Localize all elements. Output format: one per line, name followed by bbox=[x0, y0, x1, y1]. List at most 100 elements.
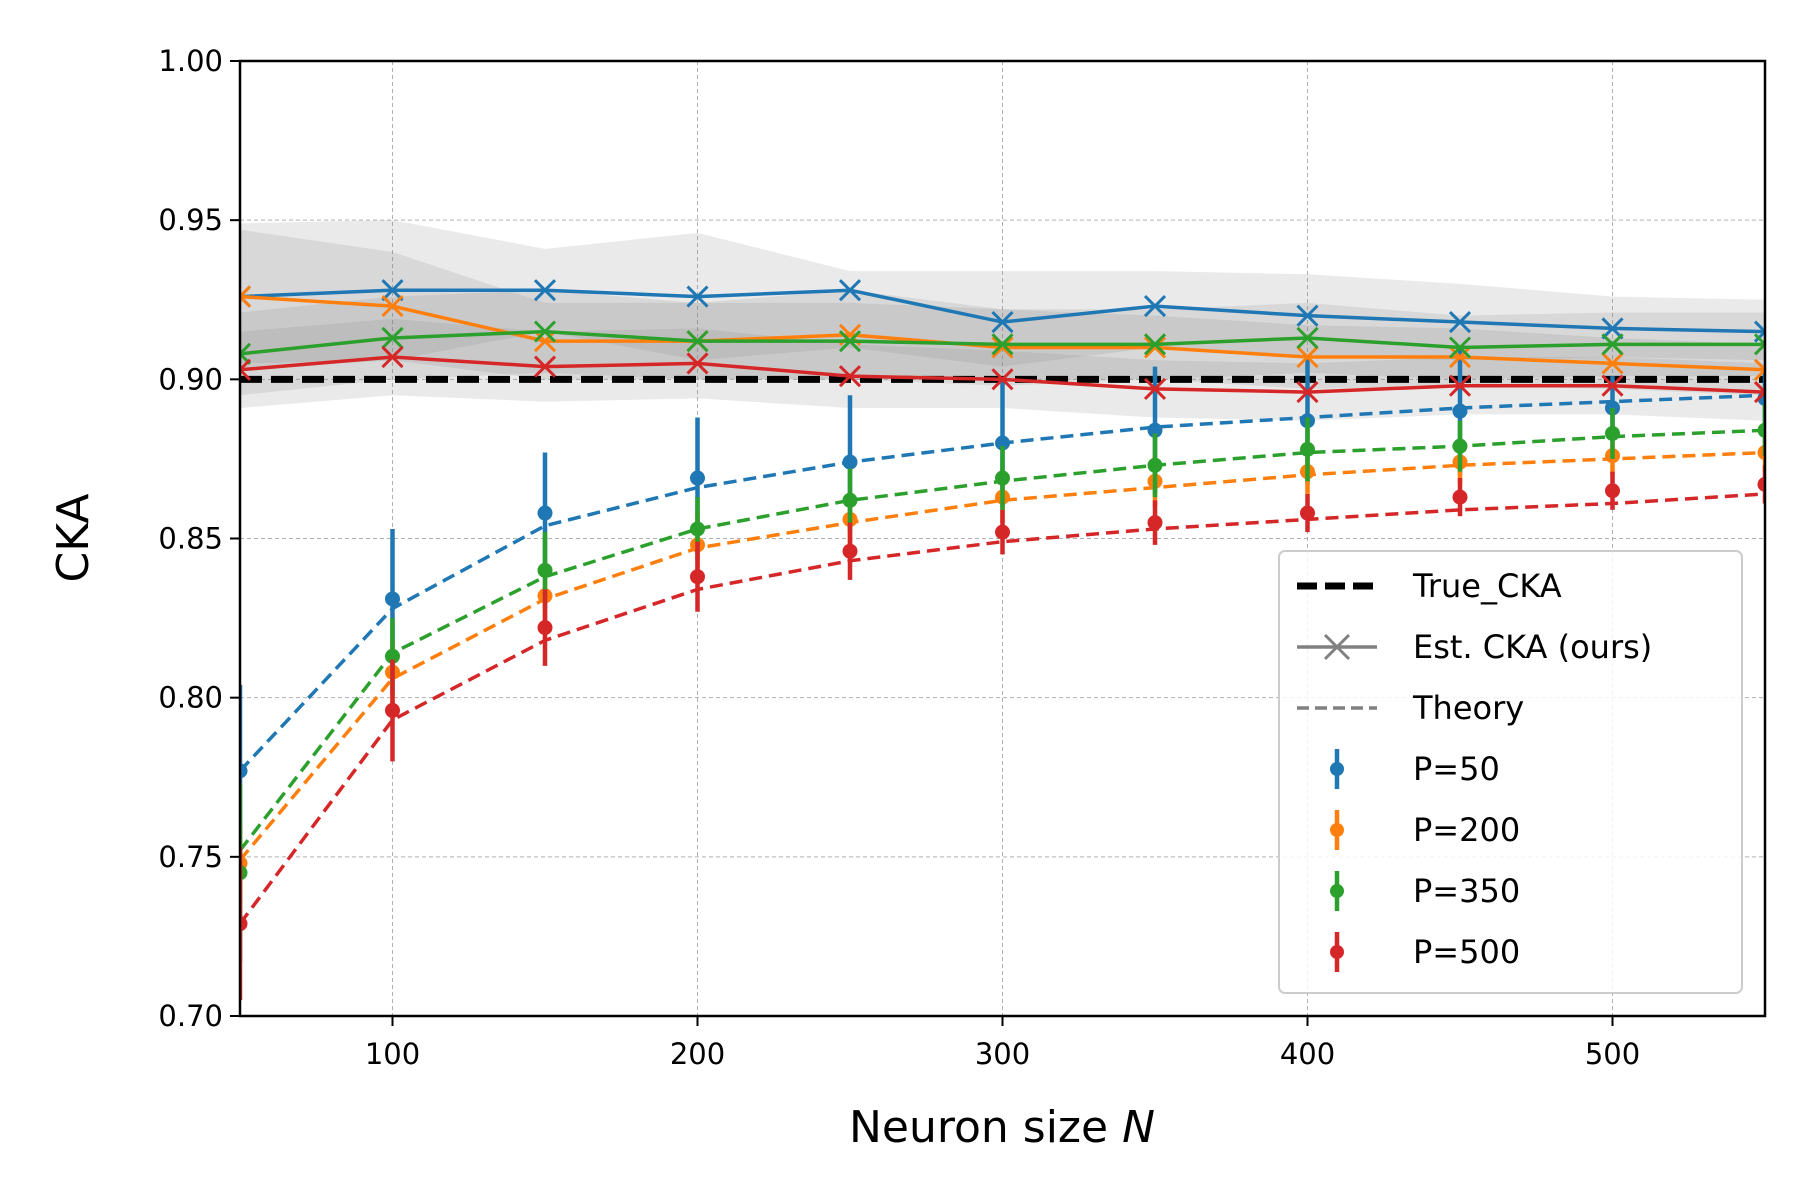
estimate-marker-p350 bbox=[533, 320, 557, 343]
y-tick-label: 1.00 bbox=[158, 44, 223, 78]
measured-point-p350 bbox=[1605, 425, 1620, 441]
estimate-band-p50 bbox=[240, 220, 1765, 370]
measured-point-p50 bbox=[240, 763, 248, 779]
axis-ticks: 100 200 300 400 500 0.70 0.75 0.80 0.85 0.90 0.95 1… bbox=[158, 44, 1640, 1071]
estimate-lines bbox=[240, 279, 1765, 404]
measured-point-p500 bbox=[995, 524, 1010, 540]
measured-point-p350 bbox=[1300, 441, 1315, 457]
x-tick-label: 100 bbox=[365, 1037, 420, 1071]
estimate-marker-p200 bbox=[1601, 352, 1624, 375]
estimate-marker-p200 bbox=[1753, 358, 1765, 381]
estimate-marker-p50 bbox=[1296, 304, 1319, 327]
estimate-marker-p50 bbox=[381, 279, 404, 302]
measured-point-p500 bbox=[842, 543, 858, 559]
estimate-marker-p200 bbox=[240, 285, 252, 308]
estimate-marker-p350 bbox=[1296, 326, 1319, 350]
estimate-marker-p50 bbox=[1601, 317, 1624, 340]
measured-point-p50 bbox=[537, 505, 553, 521]
y-tick-label: 0.90 bbox=[158, 362, 223, 396]
measured-point-p500 bbox=[537, 620, 553, 636]
legend: True_CKA Est. CKA (ours) Theory P=50 P=2… bbox=[1278, 550, 1743, 994]
estimate-marker-p50 bbox=[838, 279, 862, 302]
measured-point-p350 bbox=[1147, 457, 1163, 473]
estimate-bands bbox=[240, 220, 1765, 421]
measured-point-p50 bbox=[690, 470, 705, 486]
estimate-marker-p350 bbox=[838, 330, 862, 353]
legend-p350-marker bbox=[1330, 884, 1344, 898]
y-tick-label: 0.80 bbox=[158, 681, 223, 715]
measured-point-p50 bbox=[842, 454, 858, 470]
measured-point-p350 bbox=[995, 470, 1010, 486]
estimate-marker-p350 bbox=[1143, 333, 1167, 356]
legend-p200-marker bbox=[1330, 823, 1344, 837]
legend-box bbox=[1278, 550, 1743, 994]
legend-theory-label: Theory bbox=[1412, 689, 1524, 727]
estimate-marker-p350 bbox=[1753, 333, 1765, 356]
theory-line-p500 bbox=[240, 492, 1765, 925]
estimate-band-p200 bbox=[240, 229, 1765, 396]
measured-point-p500 bbox=[1452, 489, 1468, 505]
y-tick-label: 0.75 bbox=[158, 840, 223, 874]
measured-point-p500 bbox=[1147, 515, 1163, 531]
x-tick-label: 500 bbox=[1585, 1037, 1640, 1071]
y-tick-label: 0.85 bbox=[158, 522, 223, 556]
estimate-marker-p500 bbox=[991, 368, 1014, 391]
measured-point-p500 bbox=[385, 702, 400, 718]
legend-p50-label: P=50 bbox=[1413, 750, 1500, 788]
y-tick-label: 0.95 bbox=[158, 203, 223, 237]
estimate-marker-p200 bbox=[381, 295, 404, 318]
estimate-marker-p50 bbox=[686, 285, 709, 308]
measured-point-p350 bbox=[842, 492, 858, 508]
legend-p50-marker bbox=[1330, 762, 1344, 776]
estimate-marker-p200 bbox=[1448, 345, 1472, 369]
measured-point-p350 bbox=[537, 562, 553, 578]
measured-point-p350 bbox=[1452, 438, 1468, 454]
y-tick-label: 0.70 bbox=[158, 999, 223, 1033]
measured-point-p500 bbox=[240, 916, 248, 932]
measured-point-p50 bbox=[1452, 403, 1468, 419]
measured-point-p500 bbox=[1605, 483, 1620, 499]
legend-p500-marker bbox=[1330, 945, 1344, 959]
estimate-marker-p500 bbox=[838, 365, 862, 388]
x-tick-label: 400 bbox=[1280, 1037, 1335, 1071]
measured-point-p350 bbox=[385, 648, 400, 664]
estimate-marker-p350 bbox=[381, 326, 404, 350]
estimate-marker-p350 bbox=[1601, 333, 1624, 356]
x-tick-label: 200 bbox=[670, 1037, 725, 1071]
legend-p350-label: P=350 bbox=[1413, 872, 1520, 910]
measured-point-p50 bbox=[385, 591, 400, 607]
measured-point-p350 bbox=[1757, 422, 1765, 438]
estimate-marker-p200 bbox=[1296, 345, 1319, 369]
estimate-marker-p50 bbox=[991, 310, 1014, 334]
x-axis-title: Neuron size N bbox=[849, 1102, 1155, 1153]
measured-point-p500 bbox=[1757, 476, 1765, 492]
estimate-marker-p200 bbox=[991, 336, 1014, 359]
legend-p200-label: P=200 bbox=[1413, 811, 1520, 849]
estimate-marker-p350 bbox=[240, 342, 252, 365]
estimate-marker-p50 bbox=[1143, 295, 1167, 318]
x-tick-label: 300 bbox=[975, 1037, 1030, 1071]
estimate-marker-p500 bbox=[1753, 381, 1765, 404]
measured-point-p50 bbox=[1147, 422, 1163, 438]
estimate-band-p500 bbox=[240, 318, 1765, 421]
x-axis-title-var: N bbox=[1122, 1102, 1155, 1153]
estimate-marker-p500 bbox=[1448, 374, 1472, 397]
estimate-marker-p50 bbox=[533, 279, 557, 302]
measured-point-p50 bbox=[995, 435, 1010, 451]
estimate-marker-p350 bbox=[991, 333, 1014, 356]
theory-line-p200 bbox=[240, 450, 1765, 862]
legend-p500-label: P=500 bbox=[1413, 933, 1520, 971]
legend-true-cka-label: True_CKA bbox=[1412, 567, 1562, 605]
measured-point-p500 bbox=[690, 569, 705, 585]
estimate-marker-p500 bbox=[1296, 381, 1319, 404]
legend-est-cka-marker bbox=[1323, 633, 1351, 661]
estimate-marker-p500 bbox=[686, 352, 709, 375]
estimate-marker-p500 bbox=[1143, 377, 1167, 400]
legend-est-cka-label: Est. CKA (ours) bbox=[1413, 628, 1652, 666]
estimate-marker-p500 bbox=[533, 355, 557, 378]
measured-point-p350 bbox=[690, 521, 705, 537]
estimate-marker-p200 bbox=[533, 330, 557, 353]
estimate-marker-p350 bbox=[1448, 336, 1472, 359]
y-axis-title: CKA bbox=[48, 494, 99, 583]
